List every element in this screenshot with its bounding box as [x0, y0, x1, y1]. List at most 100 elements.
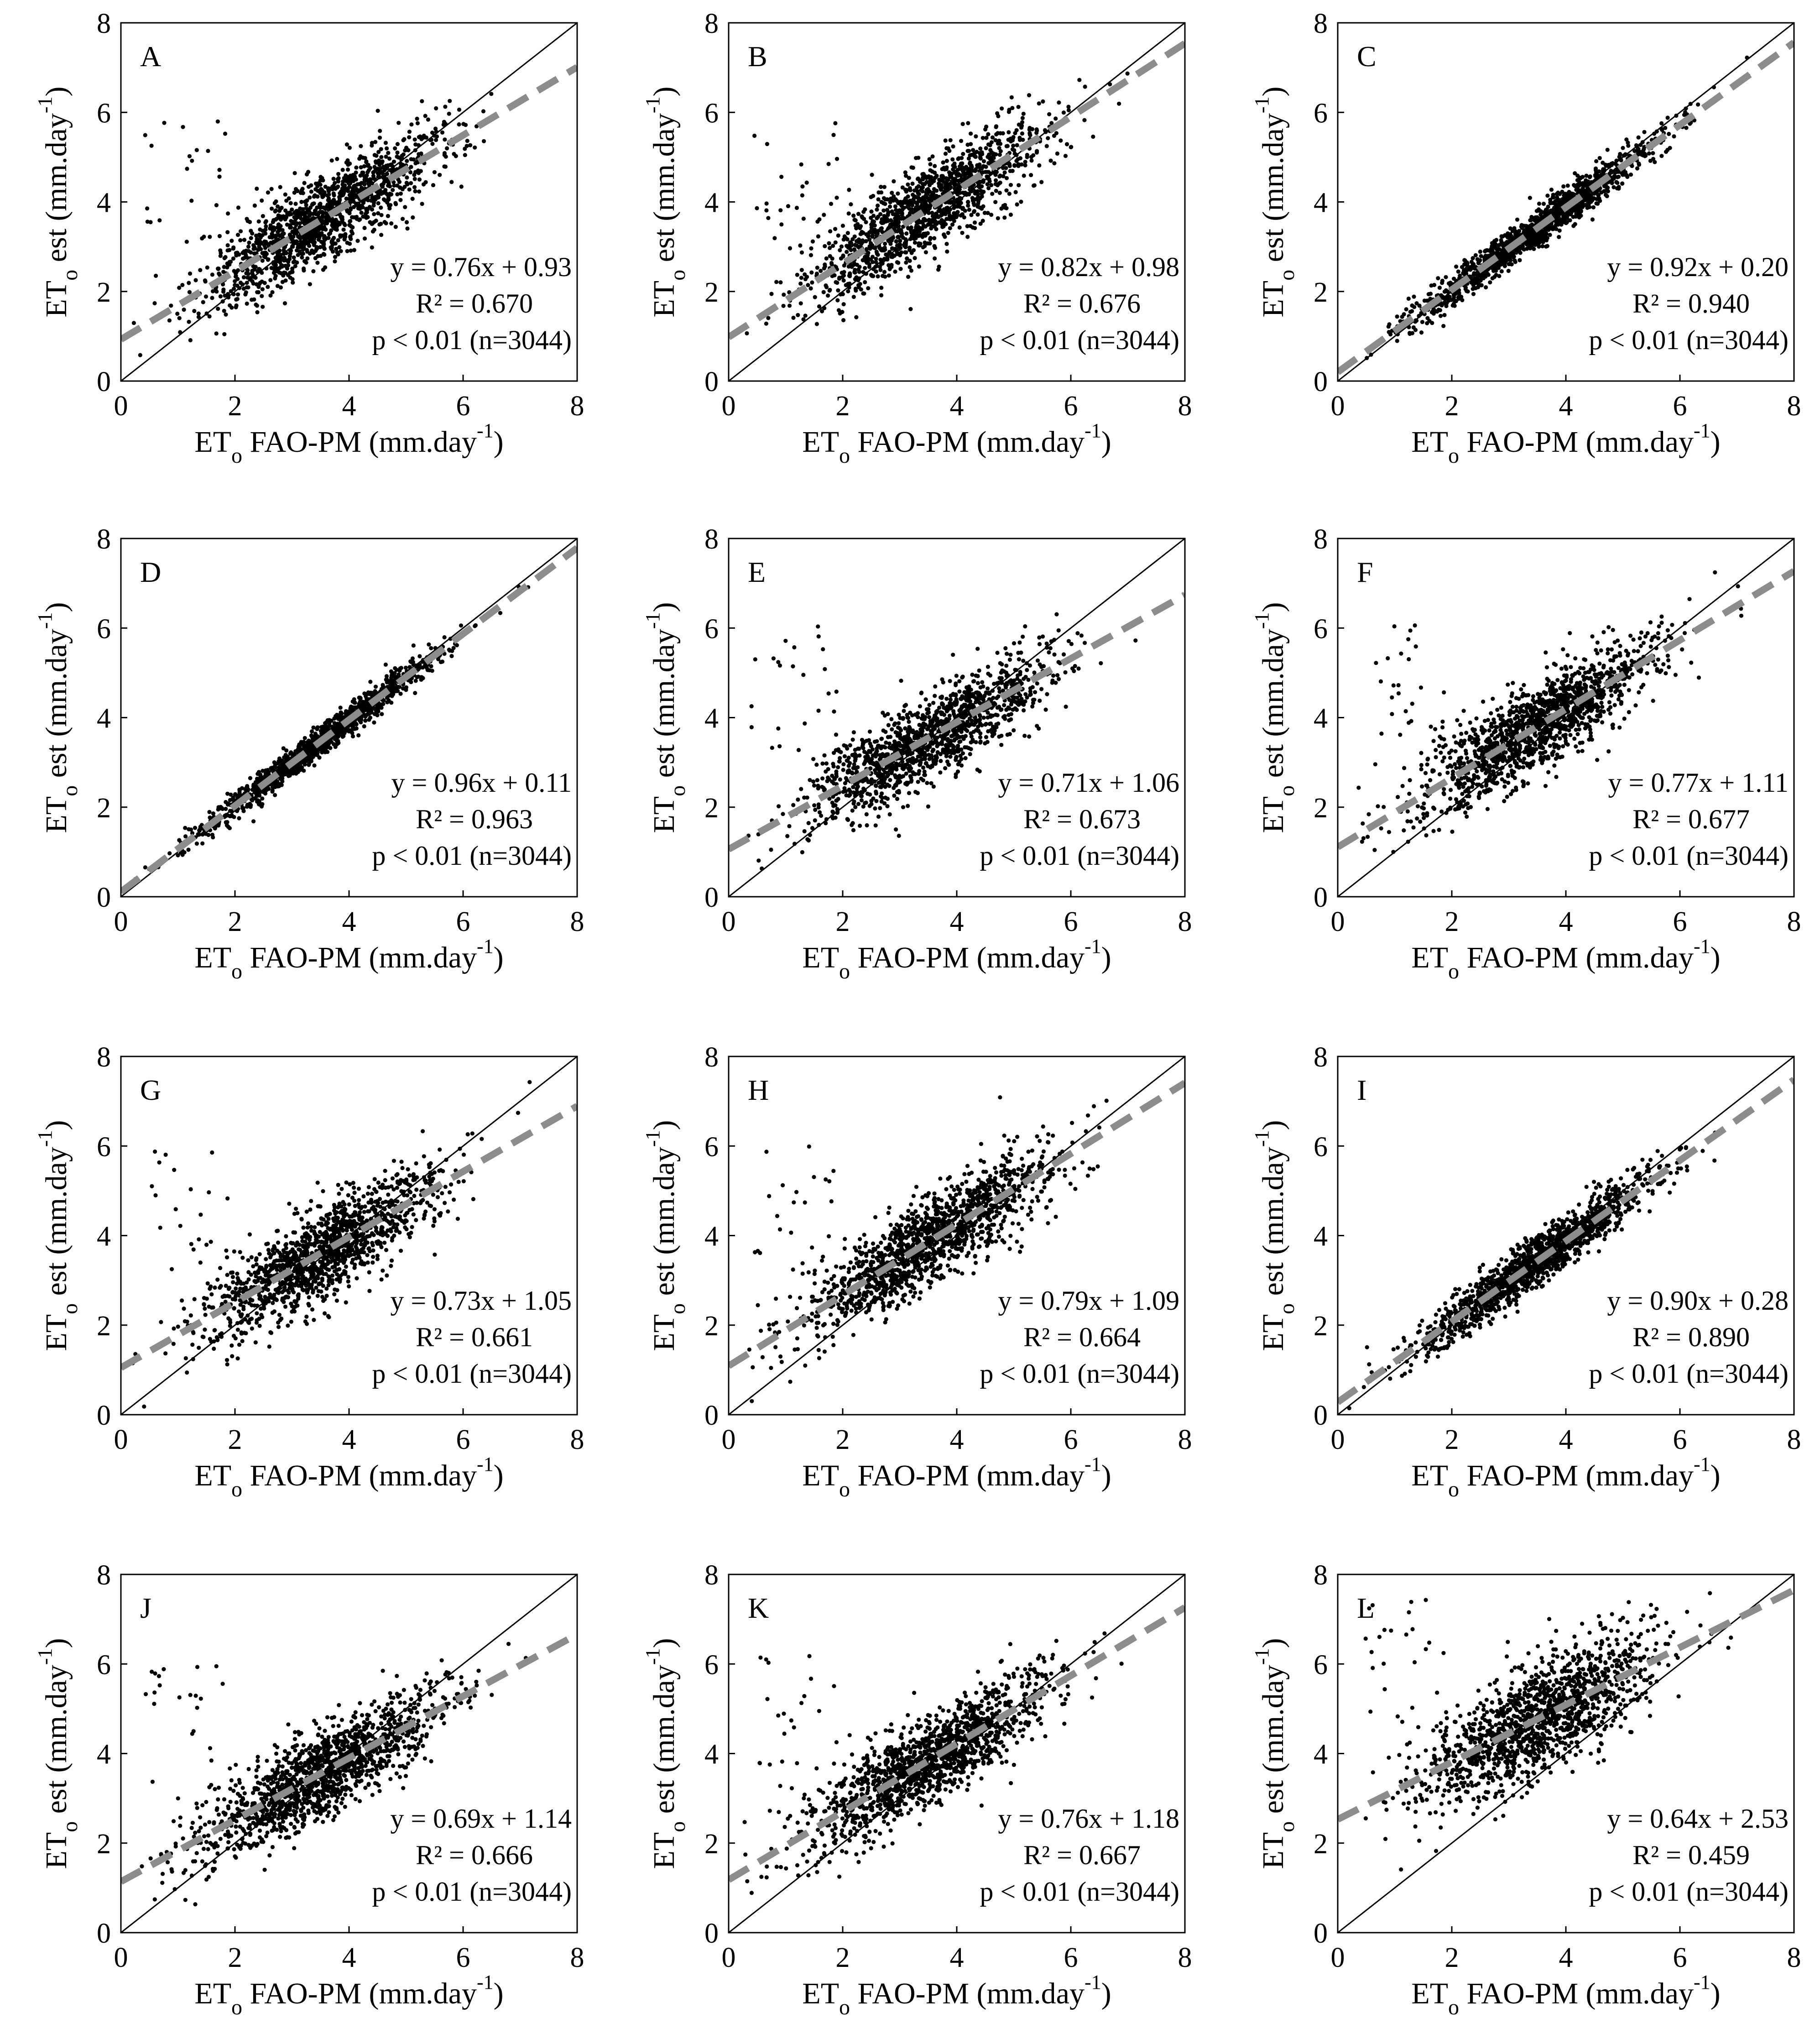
data-point	[380, 184, 385, 189]
data-point	[224, 312, 228, 317]
data-point	[309, 183, 313, 188]
data-point	[370, 143, 374, 148]
data-point	[791, 315, 796, 320]
data-point	[893, 216, 897, 221]
y-title-sup: -1	[1251, 96, 1273, 113]
data-point	[1023, 163, 1027, 167]
data-point	[409, 181, 413, 185]
x-tick-label: 8	[570, 391, 584, 422]
data-point	[234, 303, 239, 308]
data-point	[1556, 214, 1561, 219]
data-point	[1625, 174, 1630, 179]
data-point	[1022, 173, 1026, 178]
data-point	[867, 265, 871, 269]
data-point	[1437, 285, 1442, 290]
data-point	[1440, 281, 1445, 285]
data-point	[336, 238, 340, 243]
data-point	[1532, 233, 1537, 237]
data-point	[904, 231, 909, 236]
data-point	[1027, 125, 1032, 130]
data-point	[296, 253, 300, 257]
data-point	[374, 219, 378, 223]
data-point	[1047, 112, 1052, 116]
data-point	[349, 225, 354, 229]
data-point	[1013, 190, 1018, 194]
data-point	[842, 234, 847, 239]
data-point	[342, 190, 346, 195]
data-point	[1522, 229, 1526, 234]
data-point	[835, 298, 840, 303]
x-tick-label: 8	[1178, 391, 1192, 422]
data-point	[1540, 230, 1545, 235]
data-point	[288, 201, 293, 205]
data-point	[311, 231, 315, 236]
data-point	[210, 296, 214, 300]
data-point	[1016, 157, 1020, 162]
data-point	[389, 192, 394, 197]
data-point	[187, 290, 192, 294]
data-point	[217, 234, 222, 239]
data-point	[908, 188, 913, 193]
data-point	[384, 154, 388, 159]
data-point	[354, 186, 359, 191]
data-point	[1447, 281, 1451, 286]
data-point	[225, 243, 230, 248]
data-point	[177, 286, 182, 290]
data-point	[386, 214, 391, 218]
data-point	[1017, 137, 1022, 142]
data-point	[1611, 185, 1616, 189]
data-point	[326, 189, 331, 193]
data-point	[481, 109, 486, 114]
data-point	[432, 170, 437, 174]
data-point	[361, 200, 366, 205]
data-point	[206, 149, 210, 153]
data-point	[429, 664, 433, 669]
data-point	[374, 160, 378, 165]
data-point	[407, 135, 412, 140]
data-point	[244, 271, 249, 276]
data-point	[405, 226, 410, 231]
data-point	[1007, 192, 1012, 196]
data-point	[903, 188, 907, 192]
data-point	[308, 282, 312, 287]
data-point	[919, 188, 923, 193]
x-tick-label: 4	[950, 391, 964, 422]
data-point	[233, 271, 238, 276]
data-point	[396, 120, 401, 125]
panel-letter: C	[1357, 40, 1377, 73]
data-point	[887, 239, 892, 244]
data-point	[930, 154, 935, 159]
data-point	[312, 236, 317, 241]
data-point	[1537, 233, 1542, 237]
data-point	[1471, 262, 1476, 267]
data-point	[457, 107, 462, 112]
data-point	[1020, 131, 1024, 136]
data-point	[903, 250, 907, 255]
data-point	[1621, 173, 1625, 177]
data-point	[813, 295, 817, 299]
data-point	[356, 733, 361, 737]
data-point	[183, 834, 188, 839]
data-point	[1508, 258, 1513, 263]
data-point	[303, 217, 308, 221]
data-point	[941, 160, 945, 165]
data-point	[305, 248, 309, 252]
data-point	[888, 200, 892, 204]
data-point	[1019, 162, 1024, 167]
data-point	[1665, 115, 1670, 120]
data-point	[299, 234, 304, 238]
data-point	[280, 263, 284, 268]
data-point	[235, 232, 240, 237]
data-point	[840, 275, 845, 279]
data-point	[344, 173, 348, 178]
r-squared: R² = 0.670	[416, 288, 533, 319]
data-point	[320, 215, 324, 220]
data-point	[933, 256, 937, 261]
data-point	[336, 176, 341, 180]
data-point	[177, 316, 182, 320]
data-point	[1503, 259, 1508, 264]
data-point	[1608, 179, 1612, 184]
data-point	[149, 143, 154, 148]
data-point	[189, 199, 194, 203]
data-point	[257, 232, 261, 237]
